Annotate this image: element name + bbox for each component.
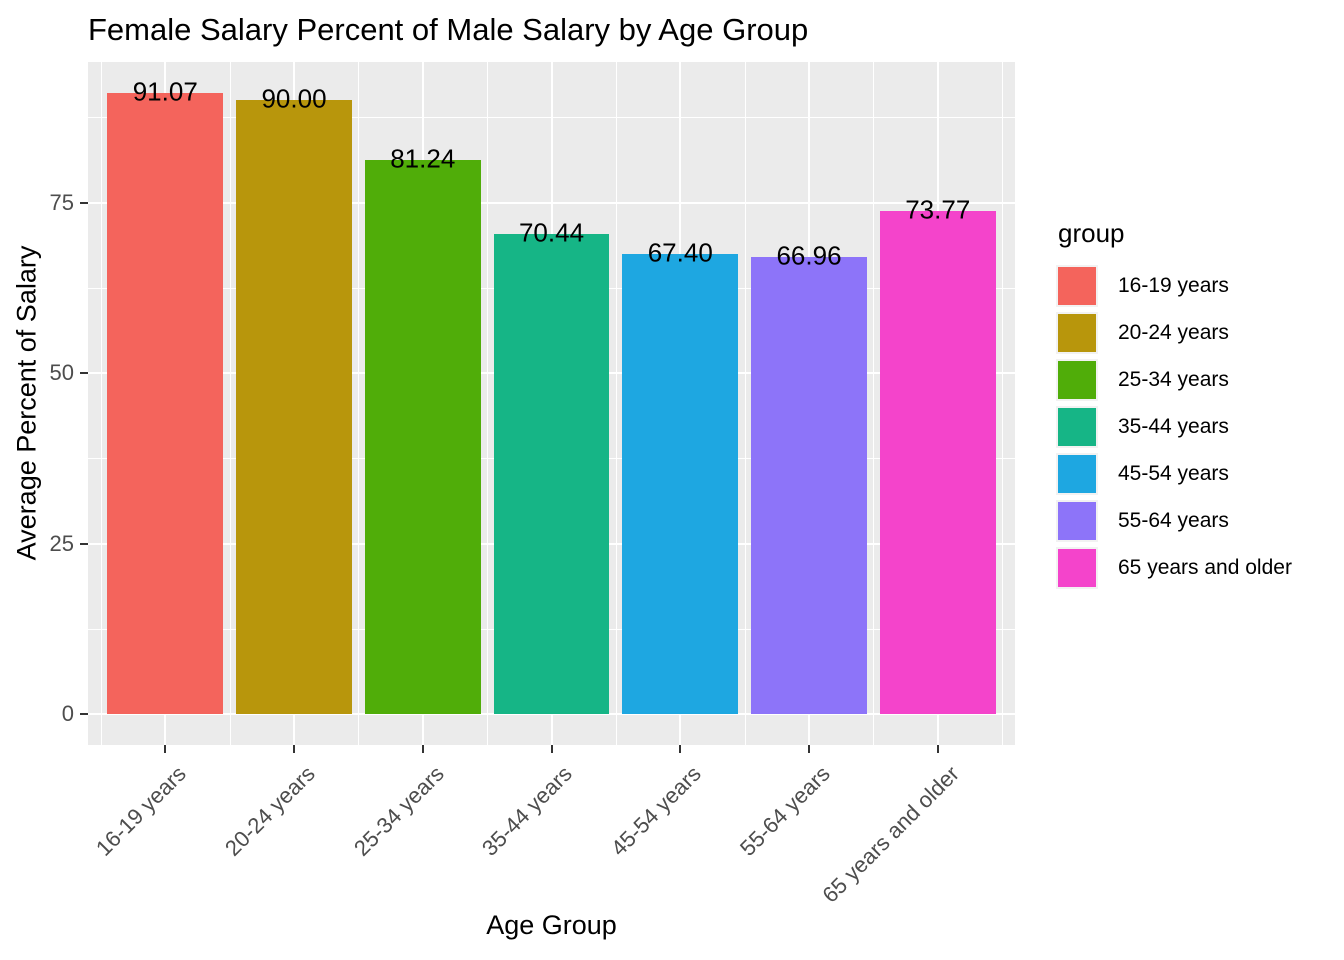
x-tick-label: 65 years and older: [816, 761, 964, 908]
y-tick-label: 50: [49, 360, 74, 386]
x-axis-tick: [293, 745, 295, 753]
legend-label: 55-64 years: [1118, 509, 1229, 532]
y-axis-tick: [80, 712, 88, 715]
legend-label: 20-24 years: [1118, 321, 1229, 344]
minor-gridline-vertical: [1002, 62, 1004, 745]
legend-title: group: [1058, 218, 1125, 248]
legend-swatch: [1056, 312, 1098, 354]
minor-gridline-vertical: [358, 62, 360, 745]
bar-25-34-years: [364, 160, 481, 714]
legend-label: 25-34 years: [1118, 368, 1229, 391]
x-axis-tick: [164, 745, 167, 753]
legend-item: 25-34 years: [1056, 359, 1292, 401]
minor-gridline-vertical: [100, 62, 102, 745]
y-axis-tick: [80, 542, 88, 545]
legend-item: 20-24 years: [1056, 312, 1292, 354]
bar-value-label: 91.07: [132, 76, 198, 107]
bar-value-label: 67.40: [647, 237, 713, 268]
minor-gridline-vertical: [744, 62, 746, 745]
minor-gridline-vertical: [229, 62, 231, 745]
bar-16-19-years: [107, 93, 224, 714]
bar-65-years-and-older: [879, 210, 996, 714]
x-axis-tick: [936, 745, 939, 753]
bar-35-44-years: [493, 233, 610, 714]
legend-swatch: [1056, 265, 1098, 307]
bar-value-label: 73.77: [905, 194, 971, 225]
legend-item: 16-19 years: [1056, 265, 1292, 307]
x-tick-label: 55-64 years: [734, 761, 835, 861]
x-tick-label: 20-24 years: [219, 761, 320, 861]
legend-item: 55-64 years: [1056, 500, 1292, 542]
x-axis-tick: [679, 745, 682, 753]
x-axis-tick: [808, 745, 810, 753]
legend-items: 16-19 years 20-24 years 25-34 years 35-44 y…: [1056, 265, 1292, 589]
y-axis-title: Average Percent of Salary: [11, 245, 42, 561]
legend: group 16-19 years 20-24 years 25-34 years 3…: [1056, 218, 1292, 594]
legend-item: 35-44 years: [1056, 406, 1292, 448]
bar-value-label: 66.96: [776, 240, 842, 271]
x-tick-label: 35-44 years: [477, 761, 578, 861]
bar-45-54-years: [622, 254, 739, 714]
bar-value-label: 90.00: [261, 83, 327, 114]
legend-swatch: [1056, 406, 1098, 448]
legend-swatch: [1056, 453, 1098, 495]
x-axis-tick: [421, 745, 424, 753]
legend-swatch: [1056, 547, 1098, 589]
minor-gridline-vertical: [487, 62, 489, 745]
minor-gridline-vertical: [873, 62, 875, 745]
bar-value-label: 81.24: [390, 143, 456, 174]
x-axis-tick: [550, 745, 553, 753]
y-axis-tick: [80, 201, 88, 204]
bar-55-64-years: [751, 257, 867, 714]
y-tick-label: 25: [49, 530, 74, 556]
bar-value-label: 70.44: [518, 217, 585, 248]
x-axis-title: Age Group: [486, 910, 617, 940]
y-tick-label: 0: [61, 700, 74, 726]
legend-item: 45-54 years: [1056, 453, 1292, 495]
x-tick-label: 45-54 years: [606, 761, 706, 861]
bar-20-24-years: [236, 100, 352, 714]
y-axis-tick: [80, 372, 88, 375]
legend-item: 65 years and older: [1056, 547, 1292, 589]
minor-gridline-vertical: [615, 62, 617, 745]
legend-label: 65 years and older: [1118, 556, 1292, 579]
x-tick-label: 25-34 years: [348, 761, 449, 861]
legend-swatch: [1056, 359, 1098, 401]
legend-swatch: [1056, 500, 1098, 542]
y-tick-label: 75: [49, 189, 74, 215]
x-tick-label: 16-19 years: [91, 761, 191, 861]
legend-label: 45-54 years: [1118, 462, 1229, 485]
chart-title: Female Salary Percent of Male Salary by …: [88, 12, 809, 47]
plot-panel: [88, 62, 1015, 745]
legend-label: 35-44 years: [1118, 415, 1229, 438]
legend-label: 16-19 years: [1118, 274, 1229, 297]
